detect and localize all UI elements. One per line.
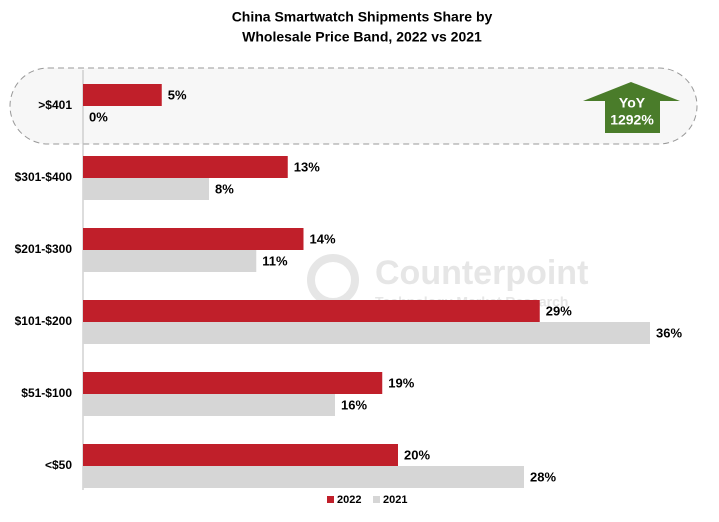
value-label: 13% bbox=[294, 159, 320, 174]
legend-label: 2022 bbox=[337, 494, 361, 506]
value-label: 29% bbox=[546, 303, 572, 318]
bar bbox=[83, 228, 304, 250]
annotation: YoY bbox=[619, 95, 646, 111]
chart-title: Wholesale Price Band, 2022 vs 2021 bbox=[242, 29, 482, 45]
y-tick-label: $101-$200 bbox=[15, 314, 73, 328]
bar bbox=[83, 444, 398, 466]
legend-swatch bbox=[373, 496, 380, 503]
watermark: Counterpoint bbox=[375, 254, 588, 292]
bar bbox=[83, 84, 162, 106]
value-label: 28% bbox=[530, 469, 556, 484]
y-tick-label: $201-$300 bbox=[15, 242, 73, 256]
watermark-logo bbox=[307, 254, 359, 306]
value-label: 0% bbox=[89, 109, 108, 124]
bar bbox=[83, 466, 524, 488]
yoy-arrow bbox=[583, 82, 680, 133]
y-tick-label: >$401 bbox=[38, 98, 72, 112]
bar bbox=[83, 300, 540, 322]
y-tick-label: <$50 bbox=[45, 458, 72, 472]
bar bbox=[83, 178, 209, 200]
y-tick-label: $301-$400 bbox=[15, 170, 73, 184]
bar bbox=[83, 156, 288, 178]
value-label: 36% bbox=[656, 325, 682, 340]
value-label: 16% bbox=[341, 397, 367, 412]
value-label: 8% bbox=[215, 181, 234, 196]
value-label: 5% bbox=[168, 87, 187, 102]
value-label: 11% bbox=[262, 253, 288, 268]
legend-swatch bbox=[327, 496, 334, 503]
annotation: 1292% bbox=[610, 112, 654, 128]
value-label: 19% bbox=[388, 375, 414, 390]
chart-title: China Smartwatch Shipments Share by bbox=[232, 9, 493, 25]
bar bbox=[83, 322, 650, 344]
value-label: 14% bbox=[310, 231, 336, 246]
bar bbox=[83, 250, 257, 272]
bar bbox=[83, 394, 335, 416]
legend-label: 2021 bbox=[383, 494, 407, 506]
y-tick-label: $51-$100 bbox=[21, 386, 72, 400]
bar bbox=[83, 372, 383, 394]
value-label: 20% bbox=[404, 447, 430, 462]
highlight-box bbox=[9, 67, 698, 145]
